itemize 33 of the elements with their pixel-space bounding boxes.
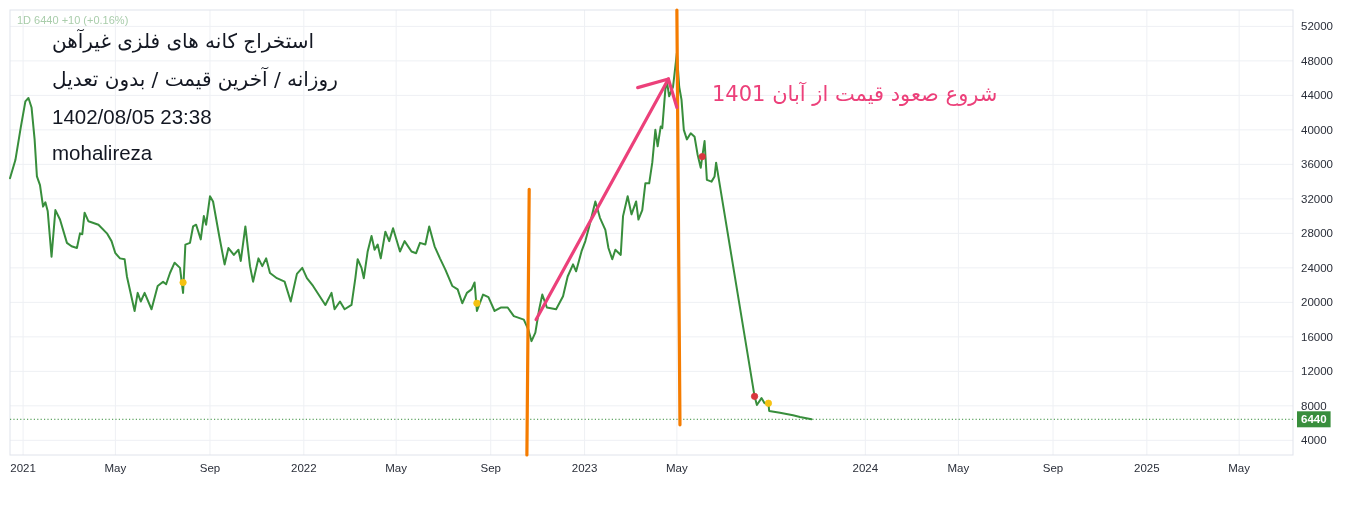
x-tick-label: 2025 [1134,462,1160,474]
y-tick-label: 28000 [1301,227,1333,240]
y-tick-label: 40000 [1301,123,1333,136]
x-tick-label: May [1228,462,1251,474]
annotation: شروع صعود قیمت از آبان 1401 [712,81,998,106]
annotation: mohalireza [52,141,153,164]
x-tick-label: May [104,462,127,474]
y-tick-label: 4000 [1301,434,1327,447]
y-tick-label: 8000 [1301,399,1327,412]
y-tick-label: 36000 [1301,158,1333,171]
y-tick-label: 12000 [1301,365,1333,378]
x-tick-label: May [385,462,408,474]
x-tick-label: Sep [480,462,501,474]
x-tick-label: 2022 [291,462,317,474]
text: روزانه / آخرین قیمت / بدون تعدیل [52,66,338,91]
y-tick-label: 32000 [1301,192,1333,205]
ref-line-label: 6440 [1301,413,1327,426]
annotation: 1D 6440 +10 (+0.16%) [17,14,129,26]
y-tick-label: 16000 [1301,330,1333,343]
annotation: 1402/08/05 23:38 [52,105,212,128]
y-tick-label: 24000 [1301,261,1333,274]
x-tick-label: 2024 [852,462,879,474]
x-tick-label: 2021 [10,462,36,474]
x-tick-label: 2023 [571,462,598,474]
y-tick-label: 48000 [1301,54,1333,67]
text: استخراج کانه های فلزی غیرآهن [52,28,315,53]
x-tick-label: Sep [199,462,221,474]
y-tick-label: 44000 [1301,89,1333,102]
x-tick-label: May [666,462,688,474]
x-tick-label: Sep [1042,462,1064,474]
x-tick-label: May [947,462,970,474]
y-tick-label: 20000 [1301,296,1333,309]
y-tick-label: 52000 [1301,20,1333,33]
